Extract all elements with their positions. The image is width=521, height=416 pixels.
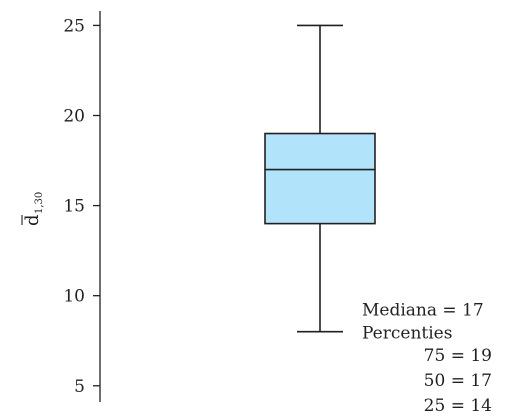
y-tick-label: 20 xyxy=(63,107,85,127)
median-annotation: Mediana = 17 xyxy=(362,301,484,321)
y-tick-label: 25 xyxy=(63,16,85,36)
y-tick-label: 10 xyxy=(63,287,85,307)
percentile-50-annotation: 50 = 17 xyxy=(424,371,492,391)
y-tick-label: 5 xyxy=(74,377,85,397)
percentile-25-annotation: 25 = 14 xyxy=(424,396,492,416)
annotations: Mediana = 17 Percenties 75 = 19 50 = 17 … xyxy=(362,301,492,416)
y-tick-label: 15 xyxy=(63,197,85,217)
y-axis-label-main: d xyxy=(22,214,43,226)
y-axis-label: d 1,30 xyxy=(21,192,45,226)
y-ticks: 5 10 15 20 25 xyxy=(63,16,100,397)
percentiles-title: Percenties xyxy=(362,324,452,344)
box-plot-series xyxy=(264,24,376,333)
y-axis-label-subscript: 1,30 xyxy=(34,192,45,214)
iqr-box xyxy=(264,132,376,225)
percentile-75-annotation: 75 = 19 xyxy=(424,346,492,366)
